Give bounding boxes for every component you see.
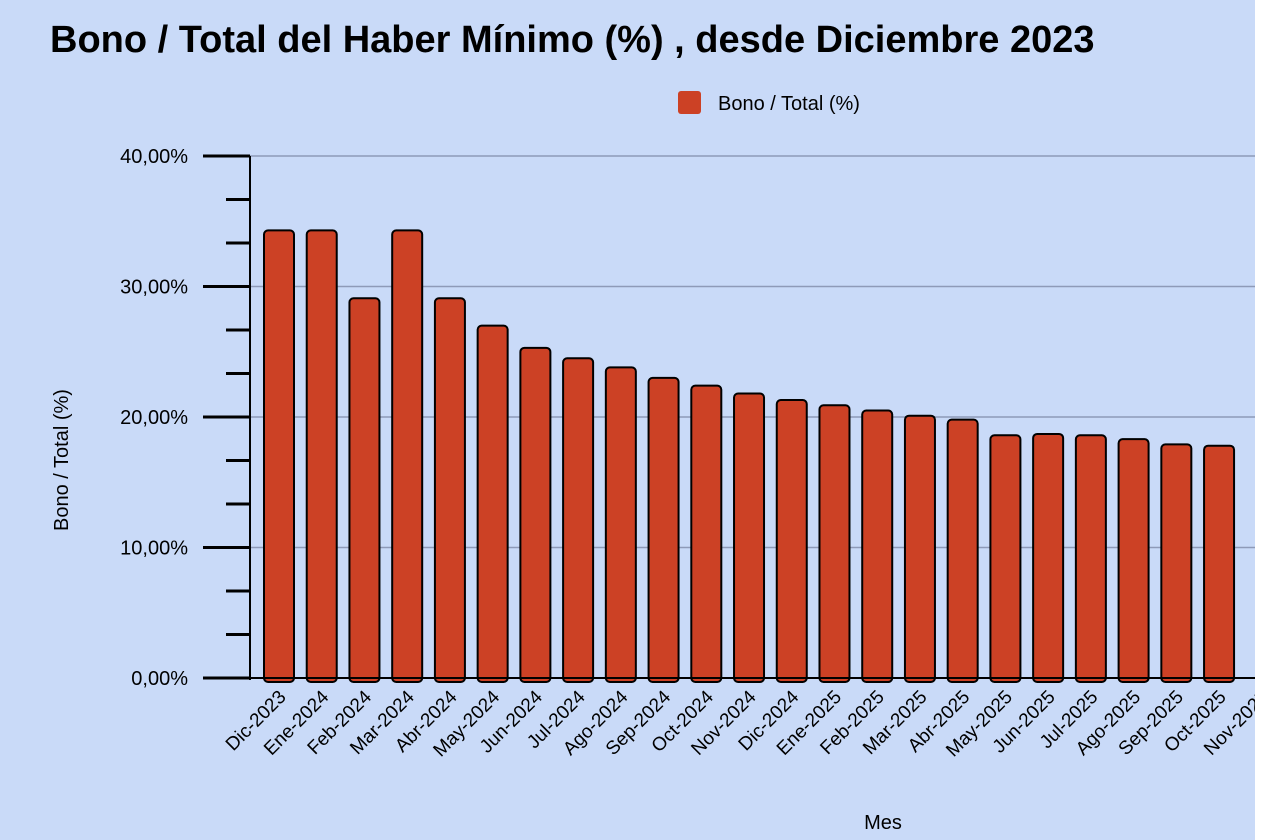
bar	[775, 399, 808, 683]
bar	[903, 414, 936, 683]
right-edge-strip	[1255, 0, 1263, 840]
y-tick-label: 20,00%	[120, 407, 188, 429]
chart-title: Bono / Total del Haber Mínimo (%) , desd…	[50, 19, 1095, 61]
bar	[946, 418, 979, 683]
bar	[263, 229, 295, 683]
bar	[818, 404, 851, 683]
y-axis-label: Bono / Total (%)	[51, 389, 73, 531]
bar	[690, 384, 723, 683]
legend-swatch	[678, 91, 701, 114]
bar	[433, 297, 466, 683]
bar	[348, 297, 381, 683]
bar	[476, 324, 509, 683]
y-tick-label: 30,00%	[120, 277, 188, 299]
bar	[989, 434, 1022, 683]
bar	[562, 357, 595, 683]
bar	[1074, 434, 1107, 683]
bar	[861, 409, 894, 683]
legend-label: Bono / Total (%)	[718, 93, 860, 115]
x-axis-label: Mes	[864, 812, 902, 834]
bar	[604, 366, 637, 683]
bar	[647, 376, 680, 683]
bar	[733, 392, 766, 683]
bar	[305, 229, 338, 683]
bar	[1203, 444, 1236, 683]
bar	[1160, 443, 1193, 683]
bar	[391, 229, 424, 683]
bar	[1032, 432, 1065, 683]
bar	[519, 346, 552, 683]
y-tick-label: 0,00%	[131, 668, 188, 690]
y-tick-label: 10,00%	[120, 538, 188, 560]
bar	[1117, 438, 1150, 683]
y-tick-label: 40,00%	[120, 146, 188, 168]
